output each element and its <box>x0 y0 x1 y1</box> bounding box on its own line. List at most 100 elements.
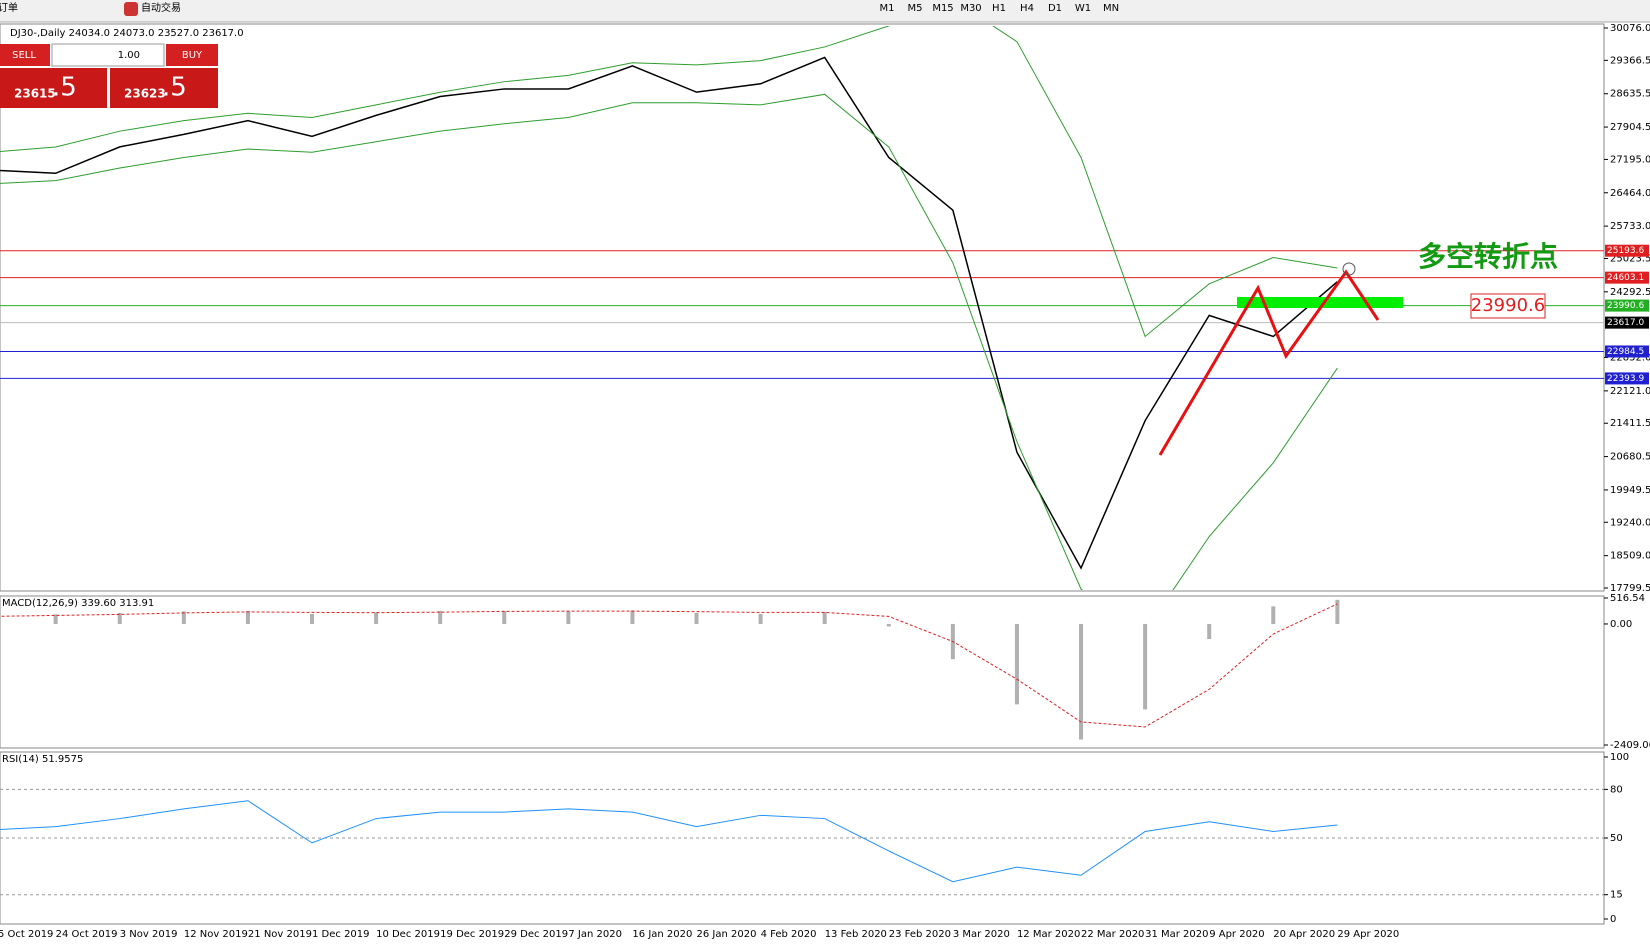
y-tick-label: 22121.0 <box>1610 386 1650 397</box>
level-tag <box>1605 244 1649 257</box>
macd-bar <box>310 613 315 624</box>
auto-trade[interactable]: 自动交易 <box>141 1 181 14</box>
new-order[interactable]: 新订单 <box>0 1 18 14</box>
level-tag-label: 22984.5 <box>1607 347 1644 357</box>
y-tick-label: 27904.5 <box>1610 122 1650 133</box>
y-tick-label: 0.00 <box>1610 619 1632 630</box>
x-tick-label: 7 Jan 2020 <box>568 929 622 940</box>
y-tick-label: 21411.5 <box>1610 418 1650 429</box>
buy-quote[interactable] <box>110 68 218 108</box>
x-tick-label: 21 Nov 2019 <box>248 929 312 940</box>
buy-pip[interactable]: .5 <box>162 73 187 103</box>
auto-trade-icon[interactable] <box>124 2 138 16</box>
x-tick-label: 13 Feb 2020 <box>825 929 887 940</box>
timeframe[interactable]: M30 <box>960 3 981 14</box>
annotation: 多空转折点 <box>1418 240 1558 273</box>
sell-button[interactable] <box>0 44 50 66</box>
timeframe[interactable]: W1 <box>1075 3 1091 14</box>
sell-pip[interactable]: .5 <box>52 73 77 103</box>
timeframe[interactable]: M1 <box>880 3 895 14</box>
y-tick-label: 25733.0 <box>1610 221 1650 232</box>
rsi-header: RSI(14) 51.9575 <box>2 754 83 765</box>
macd-bar <box>630 610 635 624</box>
toolbar <box>0 0 1650 22</box>
macd-bar <box>822 611 827 624</box>
sell-quote[interactable] <box>0 68 107 108</box>
series-line <box>0 603 1338 728</box>
timeframe[interactable]: D1 <box>1048 3 1062 14</box>
buy-button[interactable] <box>166 44 218 66</box>
x-tick-label: 16 Jan 2020 <box>632 929 692 940</box>
lots[interactable]: 1.00 <box>118 50 140 61</box>
timeframe[interactable]: MN <box>1103 3 1119 14</box>
x-tick-label: 22 Mar 2020 <box>1081 929 1144 940</box>
timeframe[interactable]: M15 <box>932 3 953 14</box>
macd-header: MACD(12,26,9) 339.60 313.91 <box>2 598 154 609</box>
level-callout <box>1470 293 1546 319</box>
sell-price[interactable]: 23615 <box>14 87 56 101</box>
macd-bar <box>1207 623 1212 640</box>
x-tick-label: 26 Jan 2020 <box>697 929 757 940</box>
macd-bar <box>886 623 891 627</box>
macd-bar <box>245 610 250 624</box>
y-tick-label: 26464.0 <box>1610 188 1650 199</box>
level-tag-label: 22393.9 <box>1607 374 1644 384</box>
lots-input[interactable] <box>51 43 165 67</box>
x-tick-label: 23 Feb 2020 <box>889 929 951 940</box>
series-line <box>0 26 1338 338</box>
y-tick-label: 19949.5 <box>1610 485 1650 496</box>
y-tick-label: 20680.5 <box>1610 452 1650 463</box>
series-line <box>0 800 1338 883</box>
x-tick-label: 3 Nov 2019 <box>120 929 178 940</box>
series-line <box>0 93 1338 590</box>
y-tick-label: 29366.5 <box>1610 55 1650 66</box>
x-tick-label: 3 Mar 2020 <box>953 929 1010 940</box>
x-tick-label: 19 Dec 2019 <box>440 929 504 940</box>
y-tick-label: 100 <box>1610 752 1629 763</box>
timeframe[interactable]: H4 <box>1020 3 1034 14</box>
buy-price[interactable]: 23623 <box>124 87 166 101</box>
x-tick-label: 4 Feb 2020 <box>761 929 817 940</box>
level-callout-text: 23990.6 <box>1471 295 1545 316</box>
x-tick-label: 31 Mar 2020 <box>1145 929 1208 940</box>
main-panel <box>0 23 1605 592</box>
y-tick-label: 25023.5 <box>1610 253 1650 264</box>
macd-bar <box>374 612 379 624</box>
macd-bar <box>438 610 443 624</box>
y-tick-label: 19240.0 <box>1610 517 1650 528</box>
y-tick-label: 15 <box>1610 890 1623 901</box>
macd-bar <box>53 614 58 624</box>
y-tick-label: 516.54 <box>1610 593 1645 604</box>
y-tick-label: 28635.5 <box>1610 89 1650 100</box>
y-tick-label: 22852.0 <box>1610 353 1650 364</box>
y-tick-label: -2409.06 <box>1610 740 1650 751</box>
sell-label[interactable]: SELL <box>12 50 36 61</box>
level-tag-label: 23990.6 <box>1607 301 1644 311</box>
macd-panel <box>0 595 1605 749</box>
trend-arrows <box>1158 269 1380 456</box>
macd-bar <box>758 613 763 624</box>
timeframe[interactable]: H1 <box>992 3 1006 14</box>
y-tick-label: 80 <box>1610 784 1623 795</box>
x-tick-label: 1 Dec 2019 <box>312 929 370 940</box>
y-tick-label: 18509.0 <box>1610 551 1650 562</box>
macd-bar <box>566 611 571 624</box>
level-tag <box>1605 345 1649 358</box>
level-tag <box>1605 316 1649 329</box>
level-tag-label: 25193.6 <box>1607 246 1644 256</box>
buy-label[interactable]: BUY <box>182 50 203 61</box>
macd-bar <box>1271 606 1276 624</box>
macd-bar <box>117 612 122 624</box>
x-tick-label: 10 Dec 2019 <box>376 929 440 940</box>
level-tag <box>1605 299 1649 312</box>
level-tag-label: 24603.1 <box>1607 273 1644 283</box>
y-tick-label: 24292.5 <box>1610 287 1650 298</box>
y-tick-label: 30076.0 <box>1610 23 1650 34</box>
timeframe[interactable]: M5 <box>908 3 923 14</box>
x-tick-label: 24 Oct 2019 <box>56 929 118 940</box>
x-tick-label: 20 Apr 2020 <box>1273 929 1335 940</box>
y-tick-label: 50 <box>1610 833 1623 844</box>
macd-bar <box>502 610 507 624</box>
